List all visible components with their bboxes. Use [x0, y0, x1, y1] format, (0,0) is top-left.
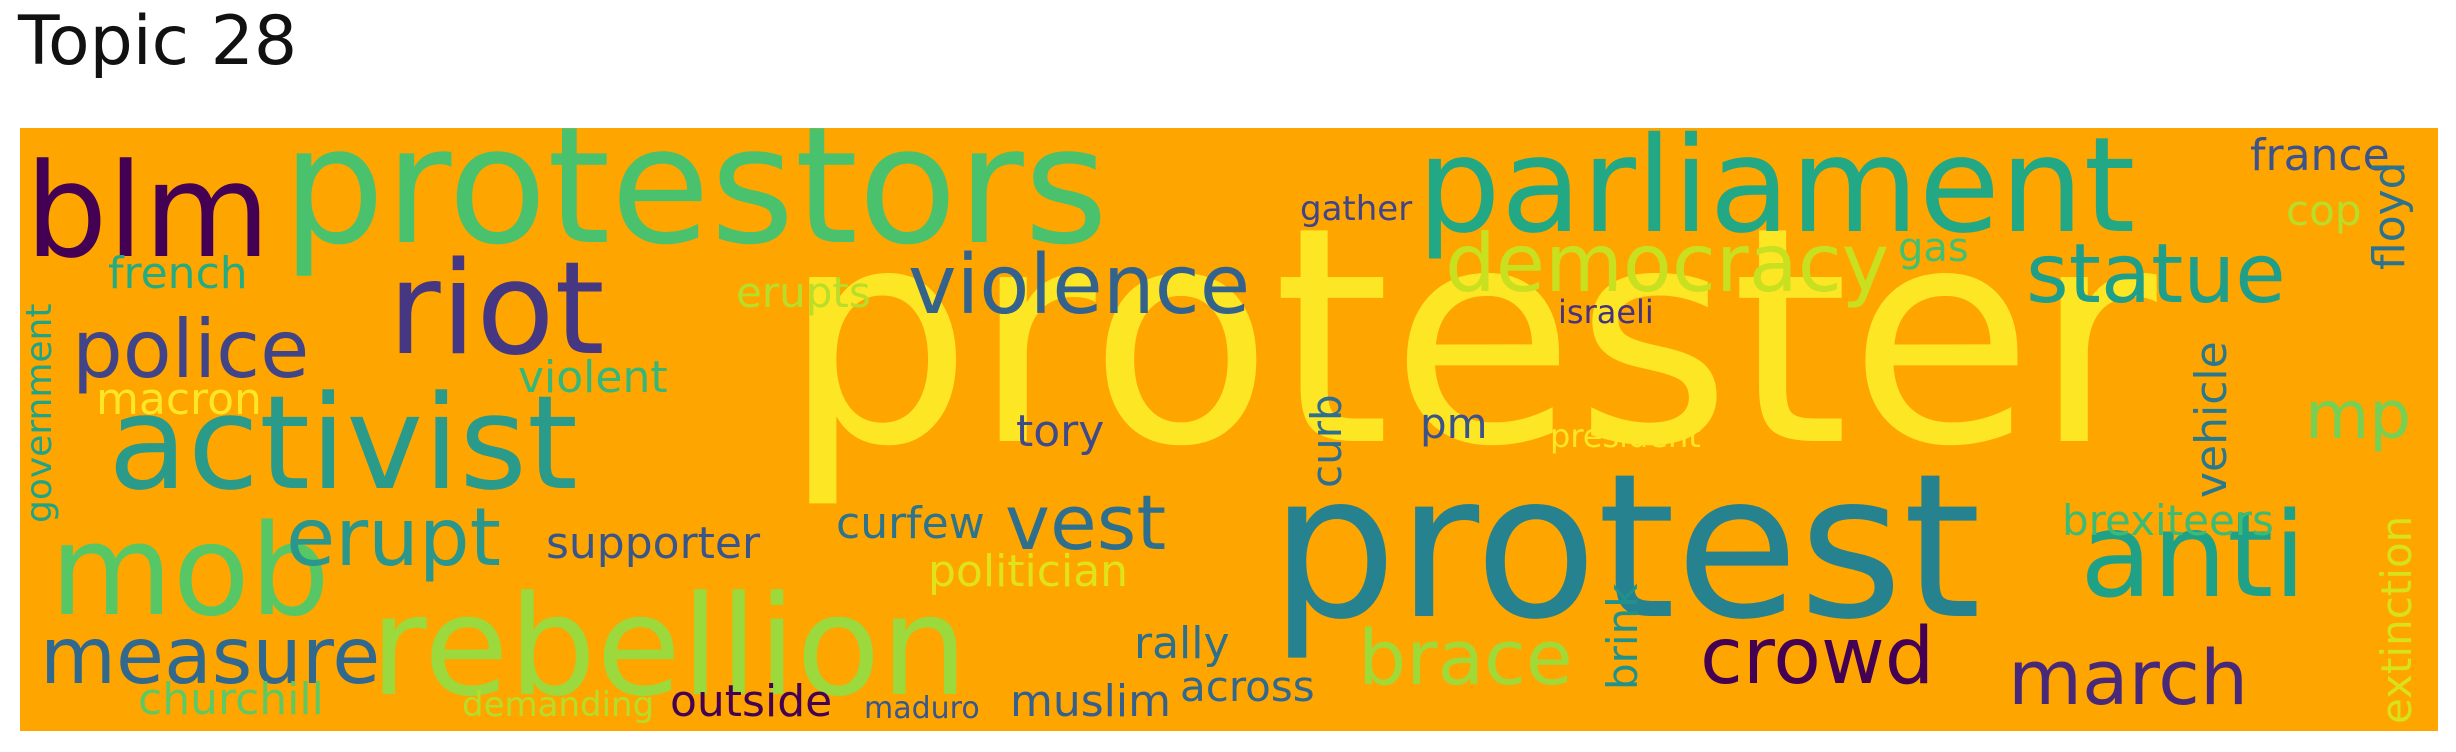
word: tory: [1016, 406, 1105, 457]
word: churchill: [138, 674, 324, 725]
word: erupts: [736, 268, 871, 317]
word: violence: [908, 238, 1251, 333]
word: mp: [2305, 377, 2412, 454]
word: brace: [1358, 613, 1573, 702]
word: blm: [25, 135, 271, 287]
word: parliament: [1417, 128, 2136, 263]
word: march: [2008, 633, 2249, 722]
word: anti: [2080, 486, 2307, 624]
word: measure: [40, 612, 381, 702]
word: across: [1180, 662, 1315, 711]
word: politician: [928, 546, 1129, 597]
word: france: [2250, 130, 2390, 181]
word: brexiteers: [2062, 496, 2274, 545]
word: violent: [518, 352, 668, 403]
word: crowd: [1700, 612, 1935, 702]
word: mob: [50, 497, 330, 644]
word: pm: [1420, 399, 1488, 448]
word: rally: [1134, 618, 1230, 669]
word: floyd: [2364, 161, 2415, 270]
word: democracy: [1445, 217, 1890, 310]
word: gather: [1300, 189, 1413, 229]
word: government: [20, 303, 60, 523]
word: rebellion: [370, 566, 969, 727]
word: protester: [782, 163, 2157, 512]
page-title: Topic 28: [18, 2, 298, 81]
word: gas: [1898, 225, 1969, 271]
word: police: [72, 303, 310, 396]
word: erupt: [286, 491, 501, 584]
word: vehicle: [2186, 341, 2237, 498]
word: president: [1550, 417, 1701, 455]
word: israeli: [1558, 293, 1654, 331]
word: maduro: [864, 691, 980, 726]
word: curb: [1302, 394, 1351, 488]
word-cloud: protester protest protestors parliament …: [20, 128, 2438, 731]
word: demanding: [462, 685, 655, 725]
word: curfew: [836, 498, 985, 549]
word: riot: [388, 235, 605, 384]
word: brink: [1598, 583, 1647, 690]
word: activist: [108, 367, 578, 519]
word: vest: [1005, 478, 1167, 567]
word: cop: [2286, 186, 2362, 235]
word: statue: [2026, 227, 2286, 322]
word: protestors: [282, 128, 1109, 281]
word: outside: [670, 676, 833, 727]
word: muslim: [1010, 676, 1171, 727]
word: protest: [1270, 431, 1982, 664]
word: french: [108, 248, 248, 299]
word: extinction: [2372, 515, 2421, 724]
word: macron: [96, 374, 262, 425]
word: supporter: [546, 518, 761, 569]
